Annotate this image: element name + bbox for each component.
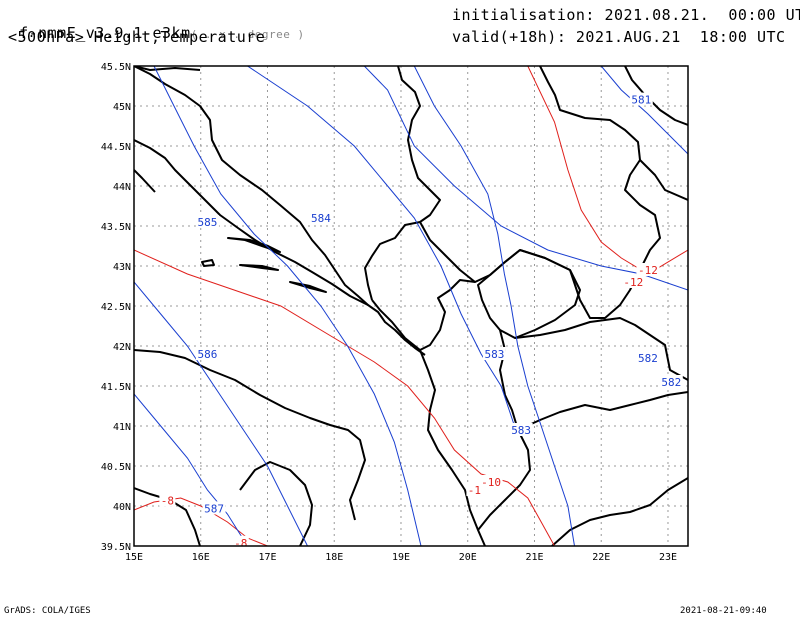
height-label-bg [629, 92, 653, 106]
greece-north [551, 477, 688, 546]
italy-toe [239, 461, 313, 546]
lon-tick-label: 18E [325, 552, 343, 563]
lon-tick-label: 16E [192, 552, 210, 563]
height-contours [134, 66, 688, 546]
lat-tick-label: 41N [113, 422, 131, 433]
plot-frame [133, 65, 689, 547]
temperature-label-bg [159, 493, 176, 507]
lat-tick-label: 44N [113, 182, 131, 193]
island-2 [239, 264, 279, 271]
lat-tick-label: 43.5N [101, 222, 131, 233]
italy-gulf [134, 487, 201, 546]
lat-tick-label: 44.5N [101, 142, 131, 153]
height-label-bg [309, 211, 333, 224]
temperature-label: -10 [481, 476, 501, 489]
timestamp-text: 2021-08-21-09:40 [680, 606, 767, 616]
coastlines-borders [134, 66, 688, 546]
credit-text: GrADS: COLA/IGES [4, 606, 91, 616]
temperature-label: -8 [234, 537, 247, 550]
italy-coast-north [134, 66, 426, 356]
hungary-border [134, 66, 201, 71]
valid-time: valid(+18h): 2021.AUG.21 18:00 UTC [452, 28, 786, 46]
height-contour-584 [247, 66, 515, 427]
height-label: 586 [197, 348, 217, 361]
height-label: 583 [484, 348, 504, 361]
macedonia-border [514, 317, 688, 381]
lat-tick-label: 43N [113, 262, 131, 273]
lat-tick-label: 45.5N [101, 62, 131, 73]
model-title: f-nmmE_v3.9.1-e3km( . x . degree ) [0, 6, 305, 42]
height-label: 582 [661, 376, 681, 389]
init-time: initialisation: 2021.08.21. 00:00 UTC [452, 6, 800, 24]
albania-east [477, 329, 531, 531]
height-label-bg [482, 347, 506, 360]
height-label-bg [509, 423, 533, 436]
temperature-label: -8 [161, 494, 174, 507]
temperature-contour--10 [134, 249, 555, 546]
height-contour-585 [153, 66, 422, 546]
axis-ticks: 15E 16E 17E 18E 19E 20E 21E 22E 23E 39.5N 40N 40.5N… [101, 62, 677, 563]
lon-tick-label: 23E [659, 552, 677, 563]
lat-tick-label: 40.5N [101, 462, 131, 473]
height-contour-587 [134, 393, 248, 546]
montenegro-border [371, 279, 476, 351]
lon-tick-label: 22E [592, 552, 610, 563]
bulgaria-border [639, 159, 688, 201]
lat-tick-label: 40N [113, 502, 131, 513]
height-label: 585 [197, 216, 217, 229]
island-4 [201, 259, 215, 267]
temperature-label-bg [466, 483, 483, 496]
lon-tick-label: 19E [392, 552, 410, 563]
lat-tick-label: 39.5N [101, 542, 131, 553]
height-label: 587 [204, 502, 224, 515]
lon-tick-label: 21E [525, 552, 543, 563]
albania-border [419, 349, 486, 546]
height-label-bg [202, 501, 226, 515]
lon-tick-label: 15E [125, 552, 143, 563]
italy-heel [134, 349, 366, 521]
temperature-label-bg [621, 275, 645, 288]
height-label-bg [195, 215, 219, 228]
level-title: <500hPa> Height,Temperature [8, 28, 266, 46]
temperature-contour--12 [527, 66, 688, 275]
lat-tick-label: 41.5N [101, 382, 131, 393]
height-label: 584 [311, 212, 331, 225]
lon-tick-label: 17E [258, 552, 276, 563]
istria [134, 169, 156, 193]
temperature-label: -12 [638, 264, 658, 277]
lon-tick-label: 20E [459, 552, 477, 563]
lat-tick-label: 42N [113, 342, 131, 353]
height-label: 581 [631, 94, 651, 107]
height-label-bg [636, 351, 660, 364]
temperature-label-bg [232, 535, 249, 546]
temperature-label: -1 [468, 484, 481, 497]
height-contour-586 [134, 281, 308, 546]
height-label: 583 [511, 424, 531, 437]
temperature-label: -12 [623, 276, 643, 289]
height-contour-582 [600, 66, 688, 155]
height-contour-583 [413, 66, 575, 546]
temperature-label-bg [479, 475, 503, 488]
height-contour-581 [363, 66, 688, 291]
model-unit: ( . x . degree ) [190, 28, 305, 41]
height-label: 582 [638, 352, 658, 365]
lat-tick-label: 45N [113, 102, 131, 113]
bosnia-border [364, 66, 441, 301]
lat-tick-label: 42.5N [101, 302, 131, 313]
island-1 [227, 237, 281, 253]
height-label-bg [659, 375, 683, 388]
temperature-label-bg [636, 263, 660, 276]
height-label-bg [195, 347, 219, 360]
dalmatian-coast [134, 139, 369, 306]
macedonia-south [517, 391, 688, 431]
model-name: f-nmmE_v3.9.1-e3km [19, 24, 191, 42]
kosovo-border [477, 249, 581, 339]
